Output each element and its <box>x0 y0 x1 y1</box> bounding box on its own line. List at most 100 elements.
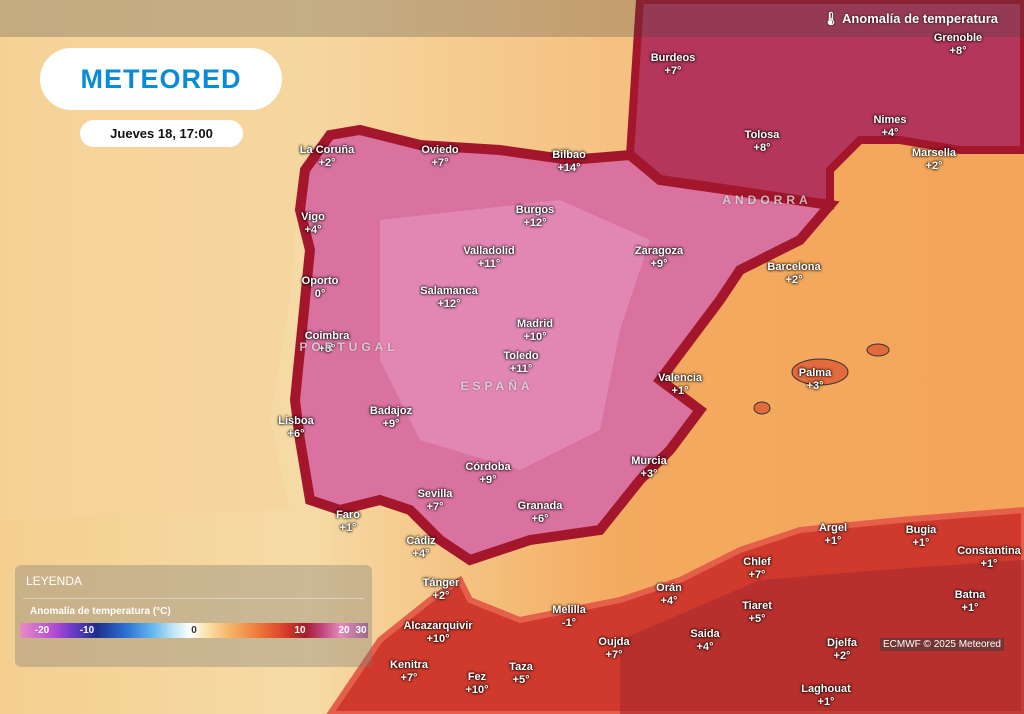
city-anomaly: +2° <box>833 650 851 662</box>
logo[interactable]: METEORED <box>40 48 282 110</box>
city-name: Constantina <box>957 545 1021 557</box>
city-anomaly: +3° <box>318 343 336 355</box>
city-label: Fez +10° <box>465 671 488 697</box>
city-anomaly: +7° <box>605 649 623 661</box>
city-anomaly: -1° <box>561 617 577 629</box>
city-label: Grenoble +8° <box>934 32 982 58</box>
city-label: Burgos +12° <box>516 204 555 230</box>
country-label: ANDORRA <box>722 193 812 207</box>
city-anomaly: +3° <box>640 468 658 480</box>
legend-tick: 30 <box>355 625 367 636</box>
city-name: Argel <box>818 522 848 534</box>
city-anomaly: +9° <box>479 474 497 486</box>
date-label[interactable]: Jueves 18, 17:00 <box>80 120 243 147</box>
city-name: Fez <box>467 671 487 683</box>
city-label: Toledo +11° <box>503 350 538 376</box>
city-name: Marsella <box>911 147 957 159</box>
city-label: Tiaret +5° <box>742 600 772 626</box>
city-name: Chlef <box>743 556 771 568</box>
city-name: Palma <box>798 367 832 379</box>
city-label: Oujda +7° <box>598 636 629 662</box>
city-name: Nimes <box>873 114 907 126</box>
city-anomaly: +4° <box>304 224 322 236</box>
city-name: Burdeos <box>650 52 696 64</box>
city-name: Kenitra <box>390 659 428 671</box>
city-label: Valladolid +11° <box>463 245 514 271</box>
city-name: Sevilla <box>417 488 453 500</box>
country-label: ESPAÑA <box>460 379 534 393</box>
legend-tick: -10 <box>79 625 95 636</box>
city-name: Faro <box>336 509 360 521</box>
city-name: Grenoble <box>933 32 983 44</box>
credit: ECMWF © 2025 Meteored <box>880 638 1004 651</box>
city-label: Oviedo +7° <box>421 144 458 170</box>
city-name: Murcia <box>631 455 667 467</box>
city-name: Zaragoza <box>634 245 684 257</box>
city-label: Badajoz +9° <box>370 405 412 431</box>
city-anomaly: +12° <box>437 298 461 310</box>
city-label: Marsella +2° <box>912 147 956 173</box>
city-label: Zaragoza +9° <box>635 245 683 271</box>
city-anomaly: +10° <box>465 684 489 696</box>
city-label: Palma +3° <box>799 367 831 393</box>
city-label: Barcelona +2° <box>767 261 820 287</box>
color-bar <box>20 623 368 638</box>
city-name: Tiaret <box>742 600 772 612</box>
city-name: Barcelona <box>767 261 821 273</box>
city-name: Valladolid <box>463 245 515 257</box>
city-label: Bilbao +14° <box>552 149 586 175</box>
city-anomaly: +6° <box>287 428 305 440</box>
city-name: Vigo <box>301 211 325 223</box>
city-name: Oujda <box>598 636 630 648</box>
city-anomaly: +14° <box>557 162 581 174</box>
city-anomaly: +10° <box>523 331 547 343</box>
city-anomaly: +10° <box>426 633 450 645</box>
city-name: Coimbra <box>304 330 350 342</box>
layer-title: 🌡 Anomalía de temperatura <box>822 11 998 26</box>
city-label: Batna +1° <box>955 589 986 615</box>
city-anomaly: +7° <box>748 569 766 581</box>
city-label: Cádiz +4° <box>406 535 435 561</box>
city-anomaly: +1° <box>980 558 998 570</box>
city-anomaly: +4° <box>881 127 899 139</box>
legend-tick: 10 <box>294 625 306 636</box>
city-label: Taza +5° <box>509 661 533 687</box>
city-anomaly: +11° <box>509 363 533 375</box>
city-label: Saida +4° <box>690 628 719 654</box>
city-label: Burdeos +7° <box>651 52 696 78</box>
city-anomaly: +1° <box>817 696 835 708</box>
country-label: PORTUGAL <box>299 340 399 354</box>
city-name: Valencia <box>657 372 703 384</box>
city-name: Oviedo <box>421 144 459 156</box>
city-anomaly: +4° <box>660 595 678 607</box>
city-label: Constantina +1° <box>957 545 1021 571</box>
city-label: Nimes +4° <box>873 114 906 140</box>
city-label: Argel +1° <box>819 522 847 548</box>
city-label: Djelfa +2° <box>827 637 857 663</box>
city-anomaly: +9° <box>650 258 668 270</box>
city-name: Madrid <box>516 318 554 330</box>
city-name: Granada <box>517 500 563 512</box>
city-name: Bilbao <box>552 149 586 161</box>
legend-title: LEYENDA <box>26 574 83 588</box>
city-label: Faro +1° <box>336 509 360 535</box>
city-label: Bugia +1° <box>906 524 937 550</box>
city-name: Laghouat <box>801 683 851 695</box>
city-anomaly: +6° <box>531 513 549 525</box>
legend-tick: 20 <box>338 625 350 636</box>
city-name: Oporto <box>301 275 339 287</box>
city-anomaly: +1° <box>671 385 689 397</box>
city-label: Oporto 0° <box>302 275 339 301</box>
separator <box>23 598 364 599</box>
city-name: Taza <box>509 661 533 673</box>
city-name: Cádiz <box>406 535 436 547</box>
city-anomaly: +2° <box>318 157 336 169</box>
city-name: Melilla <box>552 604 586 616</box>
city-anomaly: +2° <box>432 590 450 602</box>
city-label: Coimbra +3° <box>305 330 350 356</box>
city-name: Orán <box>656 582 682 594</box>
city-anomaly: +5° <box>748 613 766 625</box>
city-anomaly: +11° <box>477 258 501 270</box>
city-label: Chlef +7° <box>743 556 771 582</box>
